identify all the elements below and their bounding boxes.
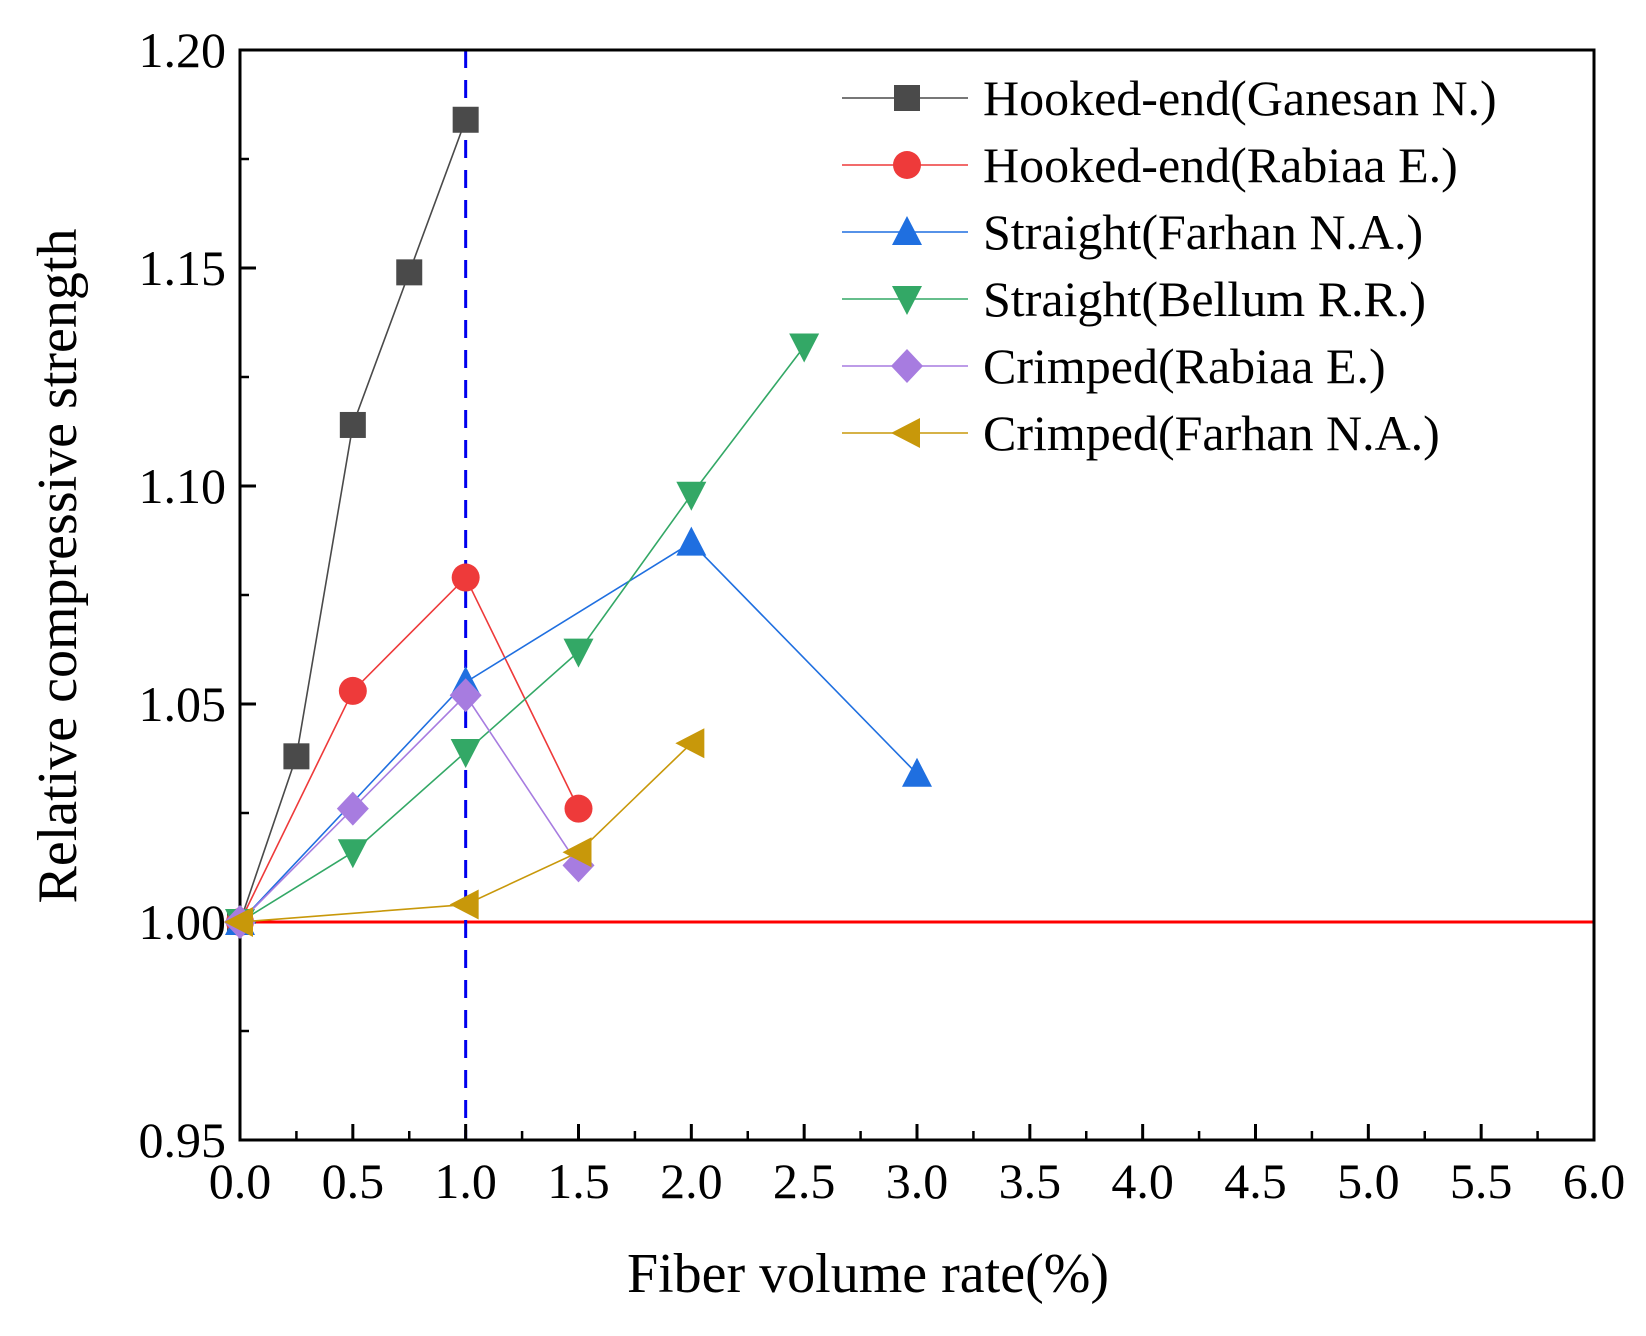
x-tick-label: 0.5: [322, 1153, 385, 1209]
y-axis-title: Relative compressive strength: [27, 229, 89, 904]
data-point: [676, 526, 707, 556]
x-tick-label: 3.5: [999, 1153, 1062, 1209]
data-point: [676, 481, 707, 511]
legend-item-5: Crimped(Rabiaa E.): [842, 338, 1386, 394]
data-point: [563, 638, 594, 668]
series-line: [239, 576, 580, 923]
legend-item-4: Straight(Bellum R.R.): [842, 271, 1426, 327]
data-point: [224, 907, 253, 937]
legend: Hooked-end(Ganesan N.) Hooked-end(Rabiaa …: [842, 70, 1497, 461]
data-point: [396, 259, 423, 286]
data-point: [562, 837, 592, 868]
x-tick-label: 6.0: [1563, 1153, 1626, 1209]
y-tick-label: 1.15: [139, 240, 227, 296]
data-point: [564, 794, 593, 823]
x-tick-label: 2.5: [773, 1153, 836, 1209]
legend-marker: [891, 418, 920, 448]
series-line: [239, 742, 692, 923]
y-tick-label: 1.10: [139, 458, 227, 514]
legend-item-6: Crimped(Farhan N.A.): [842, 405, 1440, 461]
x-tick-label: 4.5: [1224, 1153, 1287, 1209]
data-point: [338, 676, 367, 705]
x-tick-label: 5.5: [1450, 1153, 1513, 1209]
series-5: [224, 678, 595, 939]
data-point: [449, 678, 482, 713]
legend-item-2: Hooked-end(Rabiaa E.): [842, 137, 1458, 193]
series-line: [239, 694, 580, 923]
data-point: [902, 757, 932, 787]
legend-marker: [893, 151, 921, 179]
data-point: [450, 738, 481, 768]
plot-area: 0.0 0.5 1.0 1.5 2.0 2.5 3.0 3.5 4.0 4.5 5.0 5.5 6.0 0…: [139, 22, 1626, 1209]
y-tick-label: 0.95: [139, 1112, 227, 1168]
legend-marker: [894, 85, 920, 111]
legend-marker: [892, 286, 922, 315]
x-axis-title: Fiber volume rate(%): [627, 1243, 1109, 1305]
legend-label: Crimped(Farhan N.A.): [983, 405, 1440, 461]
x-tick-label: 5.0: [1337, 1153, 1400, 1209]
data-point: [452, 106, 479, 133]
legend-label: Straight(Bellum R.R.): [983, 271, 1426, 327]
legend-item-1: Hooked-end(Ganesan N.): [842, 70, 1497, 126]
legend-marker: [891, 349, 923, 383]
y-tick-label: 1.05: [139, 676, 227, 732]
legend-label: Hooked-end(Rabiaa E.): [983, 137, 1458, 193]
data-point: [339, 411, 366, 438]
legend-label: Crimped(Rabiaa E.): [983, 338, 1386, 394]
legend-item-3: Straight(Farhan N.A.): [842, 204, 1423, 260]
data-point: [337, 839, 368, 869]
x-tick-label: 3.0: [886, 1153, 949, 1209]
data-point: [451, 563, 480, 592]
series-6: [224, 728, 705, 937]
legend-label: Hooked-end(Ganesan N.): [983, 70, 1497, 126]
data-point: [283, 743, 310, 770]
y-tick-label: 1.20: [139, 22, 227, 78]
x-tick-label: 2.0: [660, 1153, 723, 1209]
legend-marker: [892, 216, 922, 245]
x-tick-label: 0.0: [209, 1153, 272, 1209]
x-tick-label: 4.0: [1111, 1153, 1174, 1209]
data-point: [675, 728, 705, 759]
data-point: [336, 791, 369, 826]
x-tick-label: 1.0: [434, 1153, 497, 1209]
y-tick-label: 1.00: [139, 894, 227, 950]
series-line: [239, 345, 805, 923]
legend-label: Straight(Farhan N.A.): [983, 204, 1423, 260]
x-tick-label: 1.5: [547, 1153, 610, 1209]
data-point: [449, 889, 479, 920]
data-point: [789, 333, 820, 363]
